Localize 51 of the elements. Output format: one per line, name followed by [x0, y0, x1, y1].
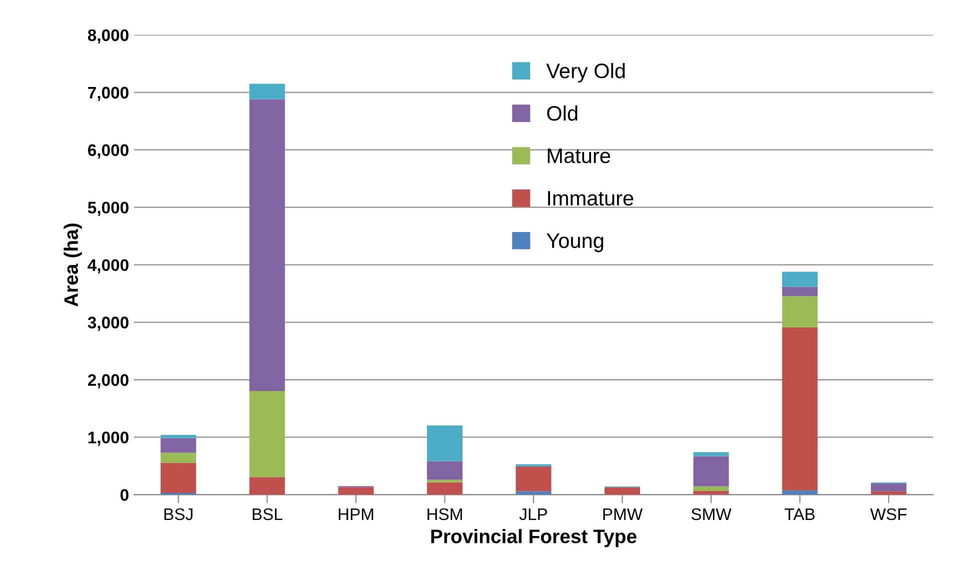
x-tick-label: JLP — [519, 508, 548, 520]
bar — [160, 462, 196, 493]
legend-label: Immature — [548, 191, 634, 206]
y-tick-label: 7,000 — [88, 86, 128, 102]
x-tick-label: SMW — [691, 508, 732, 520]
bar — [160, 438, 196, 453]
y-tick-label: 2,000 — [88, 374, 128, 388]
legend-label: Mature — [548, 148, 610, 164]
x-tick-label: BSL — [252, 508, 282, 520]
bar — [693, 456, 729, 486]
bar — [426, 461, 462, 480]
x-tick-label: PMW — [603, 508, 643, 520]
bar — [249, 99, 285, 391]
x-tick-label: HSM — [428, 508, 462, 520]
y-tick-label: 8,000 — [88, 29, 128, 44]
bar — [782, 327, 818, 490]
y-tick-label: 1,000 — [88, 432, 128, 446]
legend-label: Young — [546, 234, 604, 252]
x-tick-label: HPM — [338, 508, 374, 520]
y-tick-label: 0 — [120, 489, 128, 501]
bar — [693, 452, 729, 456]
bar — [516, 464, 552, 467]
bar — [693, 486, 729, 491]
y-tick-label: 4,000 — [88, 259, 128, 274]
y-tick-label: 5,000 — [88, 202, 128, 216]
bar — [782, 490, 818, 495]
x-axis-title: Provincial Forest Type — [431, 528, 636, 548]
y-tick-label: 3,000 — [88, 316, 128, 331]
bar — [160, 434, 196, 438]
x-tick-label: BSJ — [164, 508, 192, 520]
bar — [516, 466, 552, 492]
bar — [782, 296, 818, 328]
bar — [160, 452, 196, 463]
bar — [426, 425, 462, 462]
bar — [338, 487, 374, 495]
bar — [693, 490, 729, 495]
bar — [249, 390, 285, 478]
legend-label: Old — [547, 105, 578, 121]
bar — [426, 480, 462, 482]
y-tick-label: 6,000 — [88, 144, 128, 158]
x-tick-label: WSF — [870, 508, 907, 520]
bar — [870, 483, 906, 492]
y-axis-title: Area (ha) — [64, 224, 82, 306]
bar — [604, 487, 640, 495]
bar — [249, 84, 285, 100]
legend-label: Very Old — [546, 62, 625, 82]
bar — [426, 482, 462, 495]
bar — [249, 477, 285, 495]
x-tick-label: TAB — [784, 508, 815, 520]
bar — [782, 272, 818, 287]
bar — [782, 286, 818, 296]
